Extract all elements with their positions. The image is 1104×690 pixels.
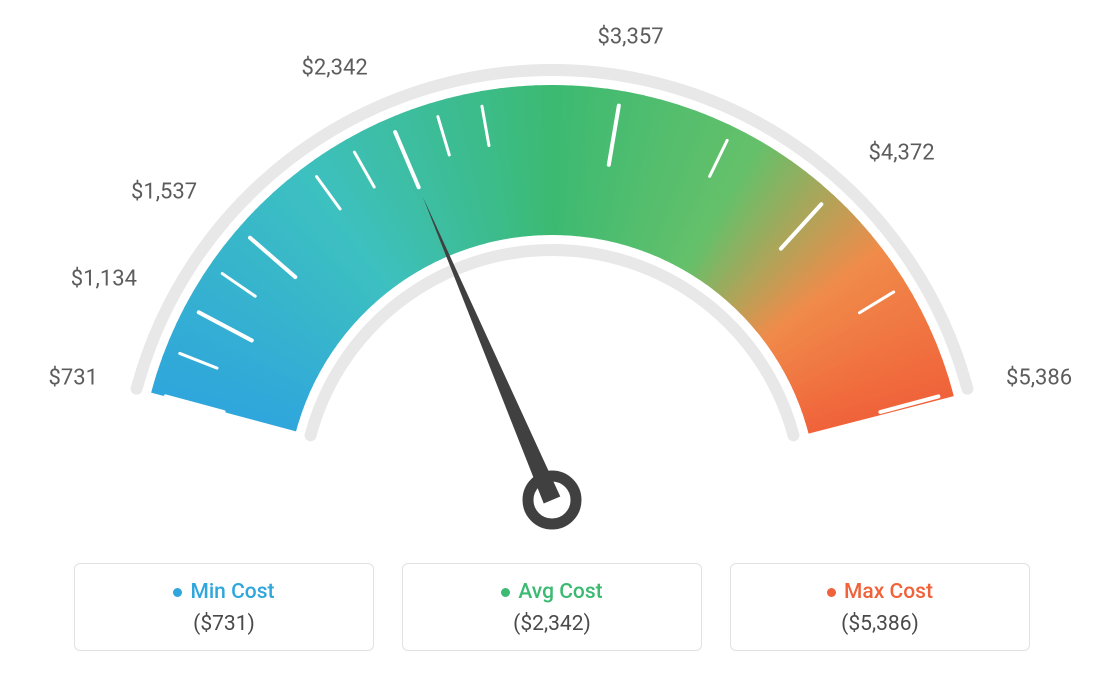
legend-label-min: Min Cost xyxy=(190,580,274,604)
gauge-tick-label: $1,537 xyxy=(131,179,197,204)
legend-label-max: Max Cost xyxy=(844,580,933,604)
legend-value-avg: ($2,342) xyxy=(413,612,691,636)
legend-dot-max xyxy=(827,588,836,597)
gauge-tick-label: $4,372 xyxy=(868,140,934,165)
gauge-tick-label: $731 xyxy=(49,366,98,391)
legend-value-max: ($5,386) xyxy=(741,612,1019,636)
legend: Min Cost ($731) Avg Cost ($2,342) Max Co… xyxy=(0,563,1104,651)
legend-title-min: Min Cost xyxy=(173,580,274,604)
legend-dot-min xyxy=(173,588,182,597)
legend-card-min: Min Cost ($731) xyxy=(74,563,374,651)
gauge-tick-label: $1,134 xyxy=(71,267,137,292)
gauge-tick-label: $2,342 xyxy=(302,55,368,80)
legend-title-max: Max Cost xyxy=(827,580,933,604)
legend-label-avg: Avg Cost xyxy=(518,580,602,604)
legend-value-min: ($731) xyxy=(85,612,363,636)
gauge-svg xyxy=(0,0,1104,555)
legend-title-avg: Avg Cost xyxy=(501,580,602,604)
gauge-tick-label: $3,357 xyxy=(597,24,663,49)
gauge-tick-label: $5,386 xyxy=(1006,366,1072,391)
gauge-chart: $731 $1,134 $1,537 $2,342 $3,357 $4,372 $5,386 xyxy=(0,0,1104,555)
legend-dot-avg xyxy=(501,588,510,597)
legend-card-avg: Avg Cost ($2,342) xyxy=(402,563,702,651)
legend-card-max: Max Cost ($5,386) xyxy=(730,563,1030,651)
